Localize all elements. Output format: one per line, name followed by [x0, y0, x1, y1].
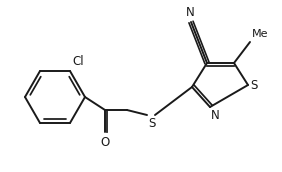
Text: N: N — [186, 6, 194, 19]
Text: N: N — [211, 109, 220, 122]
Text: S: S — [148, 117, 155, 130]
Text: S: S — [250, 78, 257, 92]
Text: Me: Me — [252, 29, 268, 39]
Text: O: O — [100, 136, 110, 149]
Text: Cl: Cl — [72, 55, 84, 68]
